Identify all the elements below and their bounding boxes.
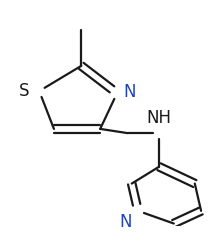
Text: NH: NH [147,109,171,127]
Text: N: N [123,83,136,101]
Text: S: S [19,82,30,100]
Text: N: N [119,213,132,231]
